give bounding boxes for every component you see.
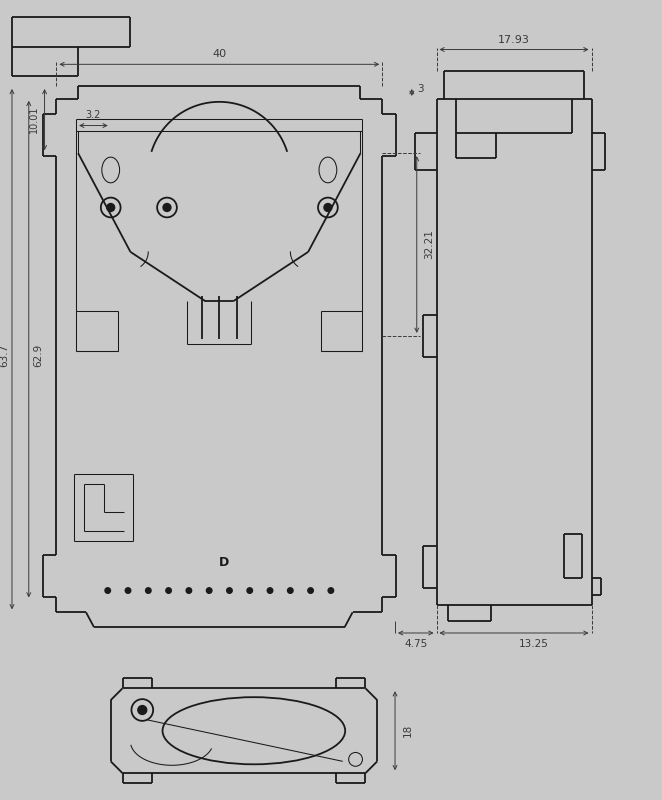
Text: D: D: [219, 556, 229, 570]
Text: 4.75: 4.75: [404, 639, 428, 649]
Circle shape: [328, 588, 334, 594]
Text: 62.9: 62.9: [34, 344, 44, 367]
Text: 3.2: 3.2: [86, 110, 101, 120]
Text: 63.7: 63.7: [0, 344, 9, 367]
Circle shape: [267, 588, 273, 594]
Circle shape: [105, 588, 111, 594]
Circle shape: [207, 588, 212, 594]
Text: 17.93: 17.93: [498, 34, 530, 45]
Circle shape: [247, 588, 252, 594]
Circle shape: [107, 203, 115, 211]
Text: 40: 40: [213, 50, 226, 59]
Circle shape: [138, 706, 147, 714]
Text: 18: 18: [403, 724, 413, 738]
Text: 10.01: 10.01: [28, 106, 38, 134]
Circle shape: [186, 588, 191, 594]
Circle shape: [308, 588, 313, 594]
Circle shape: [146, 588, 151, 594]
Text: 13.25: 13.25: [519, 639, 549, 649]
Text: 32.21: 32.21: [424, 230, 435, 259]
Circle shape: [163, 203, 171, 211]
Circle shape: [324, 203, 332, 211]
Circle shape: [226, 588, 232, 594]
Circle shape: [125, 588, 131, 594]
Text: 3: 3: [417, 83, 424, 94]
Circle shape: [166, 588, 171, 594]
Circle shape: [287, 588, 293, 594]
